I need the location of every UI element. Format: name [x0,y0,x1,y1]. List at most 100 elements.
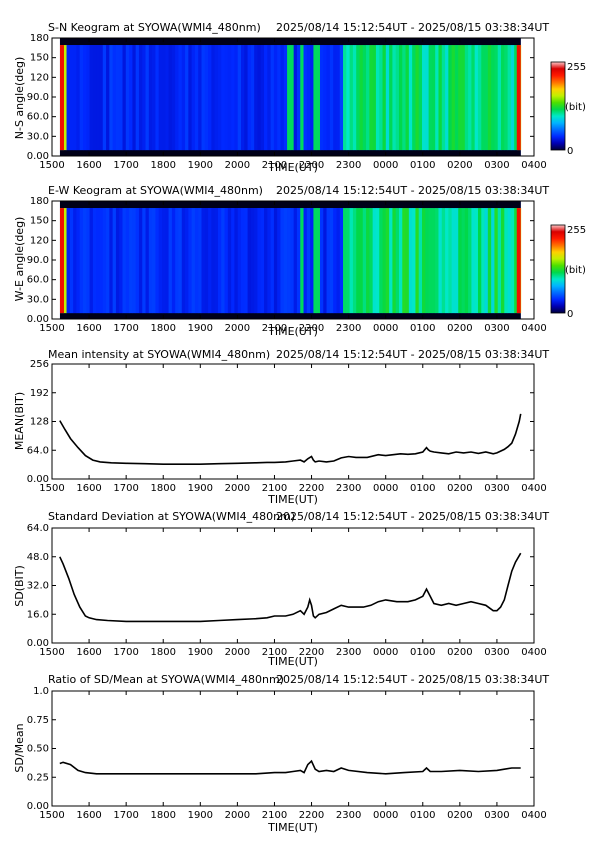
x-tick-label: 2100 [262,323,287,334]
keogram-column [395,45,400,151]
keogram-column [306,45,311,151]
y-tick-label: 180 [30,196,49,207]
keogram-column [79,208,84,314]
keogram-column [79,45,84,151]
keogram-column [227,208,232,314]
y-tick-label: 0.00 [27,801,49,812]
keogram-column [155,208,160,314]
keogram-column [300,208,304,314]
keogram-column [96,45,100,151]
y-tick-label: 90.0 [27,92,49,103]
keogram-column [389,208,393,314]
mean-intensity-panel: Mean intensity at SYOWA(WMI4_480nm) 2025… [13,348,549,506]
colorbar-max: 255 [567,62,586,73]
keogram-column [481,45,485,151]
keogram-column [290,45,295,151]
keogram-column [247,208,252,314]
keogram-column [389,45,393,151]
keogram-column [326,45,331,151]
x-tick-label: 1700 [113,810,138,821]
x-tick-label: 0000 [373,483,398,494]
x-tick-label: 1500 [39,323,64,334]
x-tick-label: 2100 [262,810,287,821]
colorbar: 255 (bit) 0 [550,61,586,157]
x-tick-label: 1700 [113,160,138,171]
keogram-column [497,208,502,314]
keogram-column [168,208,173,314]
keogram-column [194,45,199,151]
y-tick-label: 30.0 [27,131,49,142]
x-tick-label: 2300 [336,323,361,334]
keogram-column [162,208,166,314]
series-line [59,413,522,466]
keogram-column [385,45,390,151]
keogram-column [69,45,74,151]
y-tick-label: 180 [30,33,49,44]
keogram-column [181,208,186,314]
keogram-column [313,45,318,151]
colorbar-unit: (bit) [565,102,586,113]
x-tick-label: 2000 [225,160,250,171]
keogram-column [366,208,370,314]
keogram-column [221,45,225,151]
x-tick-label: 2200 [299,483,324,494]
keogram-column [106,45,110,151]
y-tick-label: 90.0 [27,255,49,266]
keogram-column [217,208,222,314]
keogram-column [510,45,515,151]
y-tick-label: 150 [30,216,49,227]
keogram-column [135,208,140,314]
keogram-column [385,208,390,314]
x-tick-label: 2300 [336,810,361,821]
x-tick-label: 0400 [521,323,546,334]
ew-keogram-panel: E-W Keogram at SYOWA(WMI4_480nm) 2025/08… [13,184,586,338]
y-tick-label: 0.25 [27,772,49,783]
keogram-column [277,208,281,314]
keogram-column [168,45,173,151]
keogram-column [92,208,97,314]
keogram-column [241,208,245,314]
colorbar-min: 0 [567,146,573,157]
keogram-column [270,208,275,314]
x-tick-label: 1500 [39,647,64,658]
ratio-sd-mean-panel: Ratio of SD/Mean at SYOWA(WMI4_480nm) 20… [13,673,549,834]
keogram-column [329,45,334,151]
keogram-column [458,208,462,314]
keogram-band-top [59,201,521,209]
x-tick-label: 1900 [188,647,213,658]
x-tick-label: 0300 [484,810,509,821]
keogram-column [461,45,466,151]
keogram-column [507,45,512,151]
x-tick-label: 0300 [484,647,509,658]
x-tick-label: 1500 [39,483,64,494]
keogram-column [63,208,67,314]
y-tick-label: 192 [30,388,49,399]
keogram-column [464,208,469,314]
keogram-column [152,208,156,314]
x-tick-label: 1900 [188,160,213,171]
keogram-column [250,45,255,151]
keogram-column [369,45,374,151]
keogram-column [201,45,206,151]
x-axis-label: TIME(UT) [267,821,318,834]
keogram-column [504,45,508,151]
keogram-column [267,208,272,314]
x-tick-label: 1700 [113,323,138,334]
keogram-column [152,45,156,151]
keogram-column [224,45,229,151]
keogram-column [428,208,433,314]
keogram-column [438,45,443,151]
keogram-column [273,208,278,314]
y-axis-label: SD(BIT) [13,565,26,607]
keogram-column [142,208,146,314]
keogram-column [158,208,163,314]
keogram-column [208,45,212,151]
keogram-column [198,208,202,314]
time-range: 2025/08/14 15:12:54UT - 2025/08/15 03:38… [276,21,549,34]
keogram-column [244,208,248,314]
x-axis-label: TIME(UT) [267,493,318,506]
keogram-column [194,208,199,314]
keogram-column [329,208,334,314]
keogram-column [102,208,107,314]
keogram-column [336,45,341,151]
